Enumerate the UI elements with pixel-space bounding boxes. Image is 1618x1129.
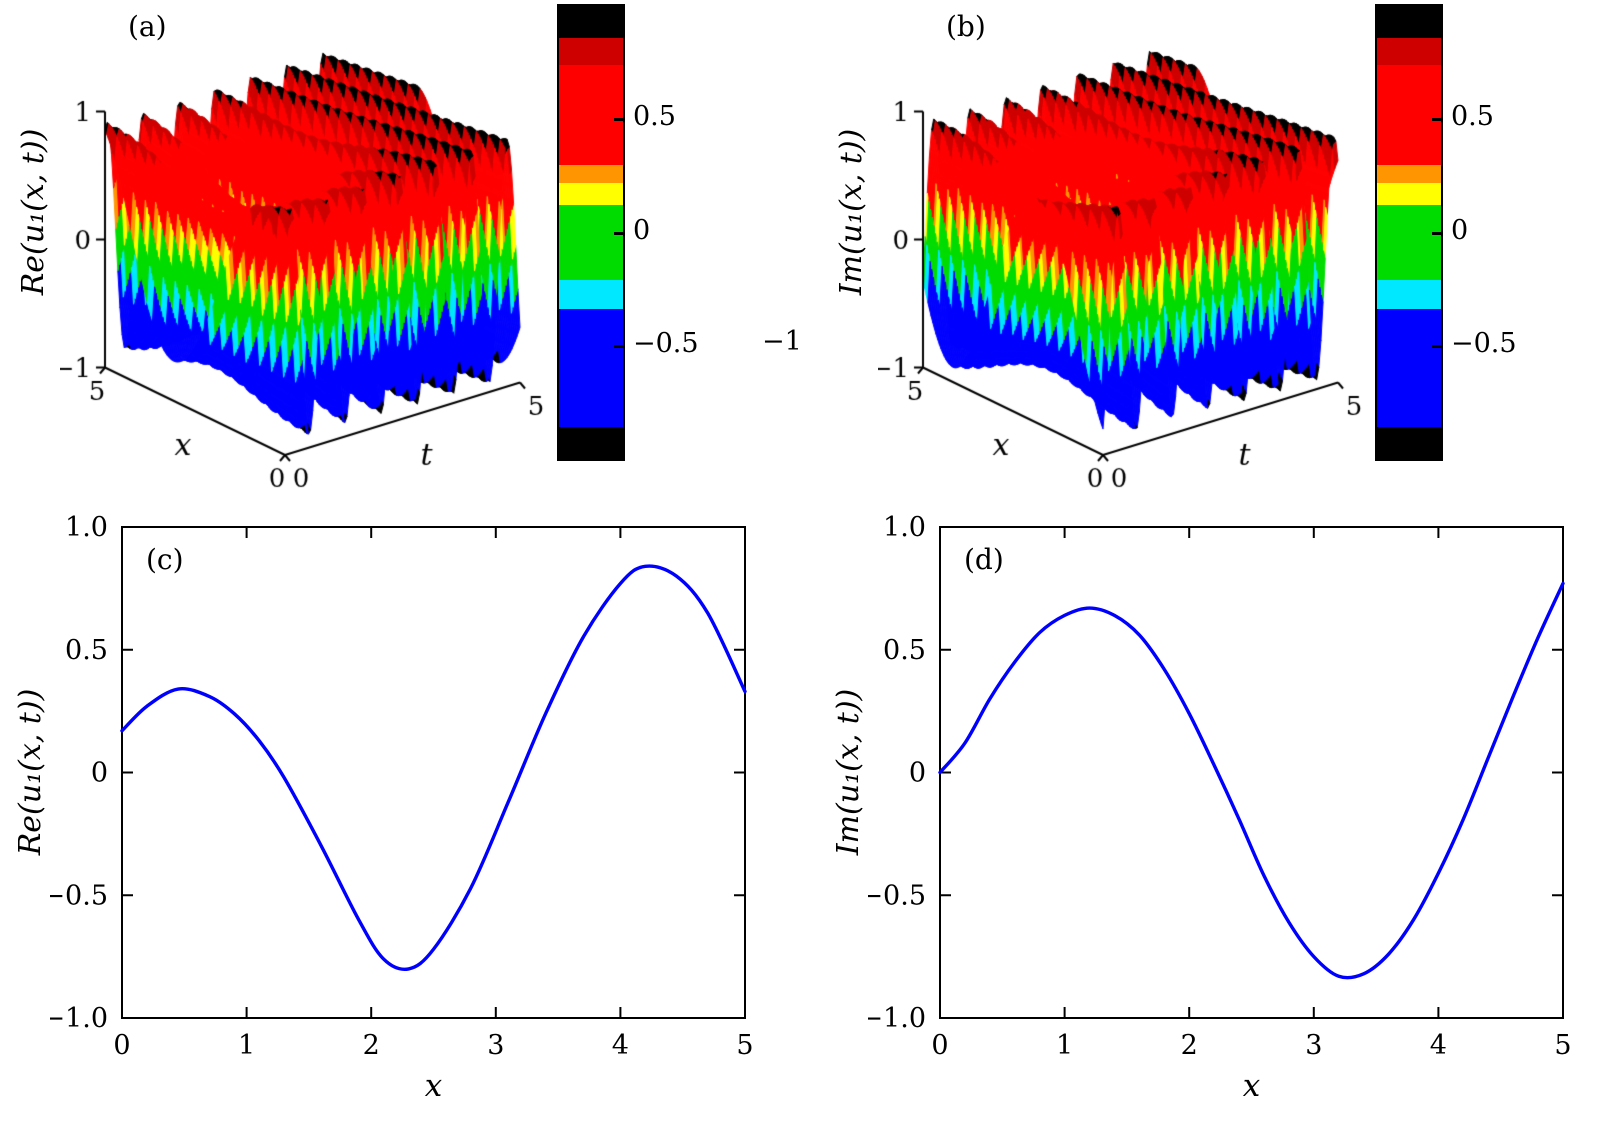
- x-tick-label: 0: [113, 1030, 130, 1061]
- colorbar-band: [1377, 64, 1441, 165]
- colorbar-band: [1377, 309, 1441, 428]
- colorbar-b: [1375, 4, 1443, 461]
- x-tick-label: 0: [931, 1030, 948, 1061]
- panel-c-tag: (c): [146, 543, 184, 576]
- y-tick-label: −1.0: [50, 1003, 108, 1034]
- y-tick-label: 0: [909, 758, 926, 789]
- x-tick-label: 5: [736, 1030, 753, 1061]
- y-tick-label: −1.0: [868, 1003, 926, 1034]
- colorbar-band: [1377, 182, 1441, 206]
- x-tick-label: 3: [1305, 1030, 1322, 1061]
- colorbar-band: [559, 37, 623, 65]
- colorbar-tick-label: −0.5: [1451, 327, 1517, 359]
- data-curve: [938, 581, 1565, 980]
- axes-box: [121, 526, 746, 1019]
- colorbar-band: [559, 164, 623, 183]
- x-tick-label: 2: [363, 1030, 380, 1061]
- data-curve: [120, 564, 747, 971]
- colorbar-band: [559, 309, 623, 428]
- colorbar-tick-mark: [614, 344, 623, 348]
- y-tick-label: −0.5: [50, 880, 108, 911]
- axes-box: [939, 526, 1564, 1019]
- colorbar-band: [1377, 37, 1441, 65]
- colorbar-band: [1377, 6, 1441, 38]
- colorbar-band: [559, 280, 623, 310]
- y-tick-label: 0: [91, 758, 108, 789]
- panel-d-ylabel: Im(u₁(x, t)): [831, 688, 866, 856]
- panel-a-zlabel: Re(u₁(x, t)): [16, 128, 51, 296]
- colorbar-tick-label: 0: [633, 214, 651, 246]
- panel-d-tag: (d): [964, 543, 1004, 576]
- y-tick-label: 0.5: [65, 635, 108, 666]
- colorbar-band: [559, 427, 623, 459]
- x-tick-label: 5: [1554, 1030, 1571, 1061]
- y-tick-label: 1.0: [65, 513, 108, 543]
- line-plot-d: 0 1 2 3 4 5 1.0 0.5 0 −0.5 −1.0 x: [868, 513, 1572, 1104]
- x-tick-label: 4: [612, 1030, 629, 1061]
- colorbar-tick-mark: [1432, 231, 1441, 235]
- surface-plot-b: [878, 0, 1423, 505]
- panel-b-zlabel: Im(u₁(x, t)): [834, 128, 869, 296]
- x-tick-label: 1: [238, 1030, 255, 1061]
- colorbar-band: [559, 64, 623, 165]
- panel-c-ylabel: Re(u₁(x, t)): [13, 688, 48, 856]
- colorbar-tick-mark: [614, 231, 623, 235]
- colorbar-tick-label: 0: [1451, 214, 1469, 246]
- colorbar-a-ticks: 0.5 0 −0.5: [633, 4, 728, 461]
- colorbar-band: [1377, 164, 1441, 183]
- y-tick-label: −0.5: [868, 880, 926, 911]
- x-tick-label: 1: [1056, 1030, 1073, 1061]
- y-tick-label: 1.0: [883, 513, 926, 543]
- colorbar-b-ticks: 0.5 0 −0.5: [1451, 4, 1546, 461]
- x-axis-label: x: [425, 1068, 443, 1104]
- colorbar-band: [1377, 205, 1441, 281]
- surface-plot-a: [60, 0, 605, 505]
- colorbar-tick-mark: [614, 118, 623, 122]
- x-tick-label: 4: [1430, 1030, 1447, 1061]
- colorbar-tick-label: 0.5: [633, 101, 676, 133]
- colorbar-band: [559, 182, 623, 206]
- colorbar-band: [559, 6, 623, 38]
- stray-minus-one-label: −1: [762, 326, 802, 357]
- colorbar-band: [1377, 427, 1441, 459]
- colorbar-tick-label: 0.5: [1451, 101, 1494, 133]
- colorbar-band: [559, 205, 623, 281]
- line-plot-c: 0 1 2 3 4 5 1.0 0.5 0 −0.5 −1.0 x: [50, 513, 754, 1104]
- colorbar-tick-mark: [1432, 118, 1441, 122]
- x-axis-label: x: [1243, 1068, 1261, 1104]
- colorbar-band: [1377, 280, 1441, 310]
- x-tick-label: 3: [487, 1030, 504, 1061]
- colorbar-tick-mark: [1432, 344, 1441, 348]
- colorbar-tick-label: −0.5: [633, 327, 699, 359]
- colorbar-a: [557, 4, 625, 461]
- y-tick-label: 0.5: [883, 635, 926, 666]
- x-tick-label: 2: [1181, 1030, 1198, 1061]
